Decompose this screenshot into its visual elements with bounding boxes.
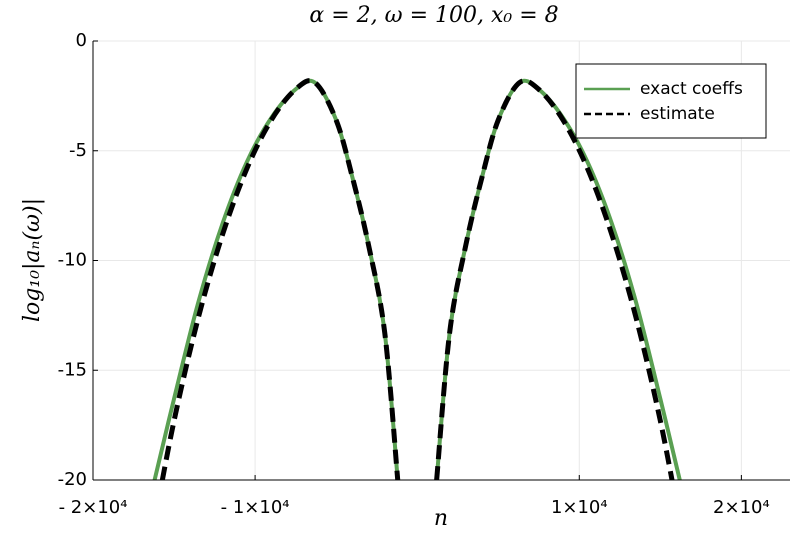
- x-tick-label: - 1×10⁴: [221, 497, 290, 518]
- y-tick-label: 0: [76, 30, 87, 51]
- y-tick-label: -10: [58, 250, 87, 271]
- legend-box: [575, 63, 767, 139]
- chart-title: α = 2, ω = 100, x₀ = 8: [309, 3, 558, 28]
- x-tick-label: 1×10⁴: [551, 497, 608, 518]
- y-tick-label: -5: [69, 140, 87, 161]
- y-tick-label: -20: [58, 469, 87, 490]
- series-line: [152, 78, 682, 480]
- series-line: [159, 78, 675, 480]
- x-axis-label: n: [434, 506, 448, 531]
- x-tick-label: - 2×10⁴: [59, 497, 128, 518]
- legend: exact coeffs estimate: [575, 63, 767, 139]
- x-tick-label: 2×10⁴: [713, 497, 770, 518]
- plot-lines: [152, 78, 682, 480]
- legend-label: estimate: [640, 104, 715, 124]
- y-tick-label: -15: [58, 359, 87, 380]
- y-axis-label: log₁₀|aₙ(ω)|: [20, 198, 45, 322]
- legend-label: exact coeffs: [640, 79, 743, 99]
